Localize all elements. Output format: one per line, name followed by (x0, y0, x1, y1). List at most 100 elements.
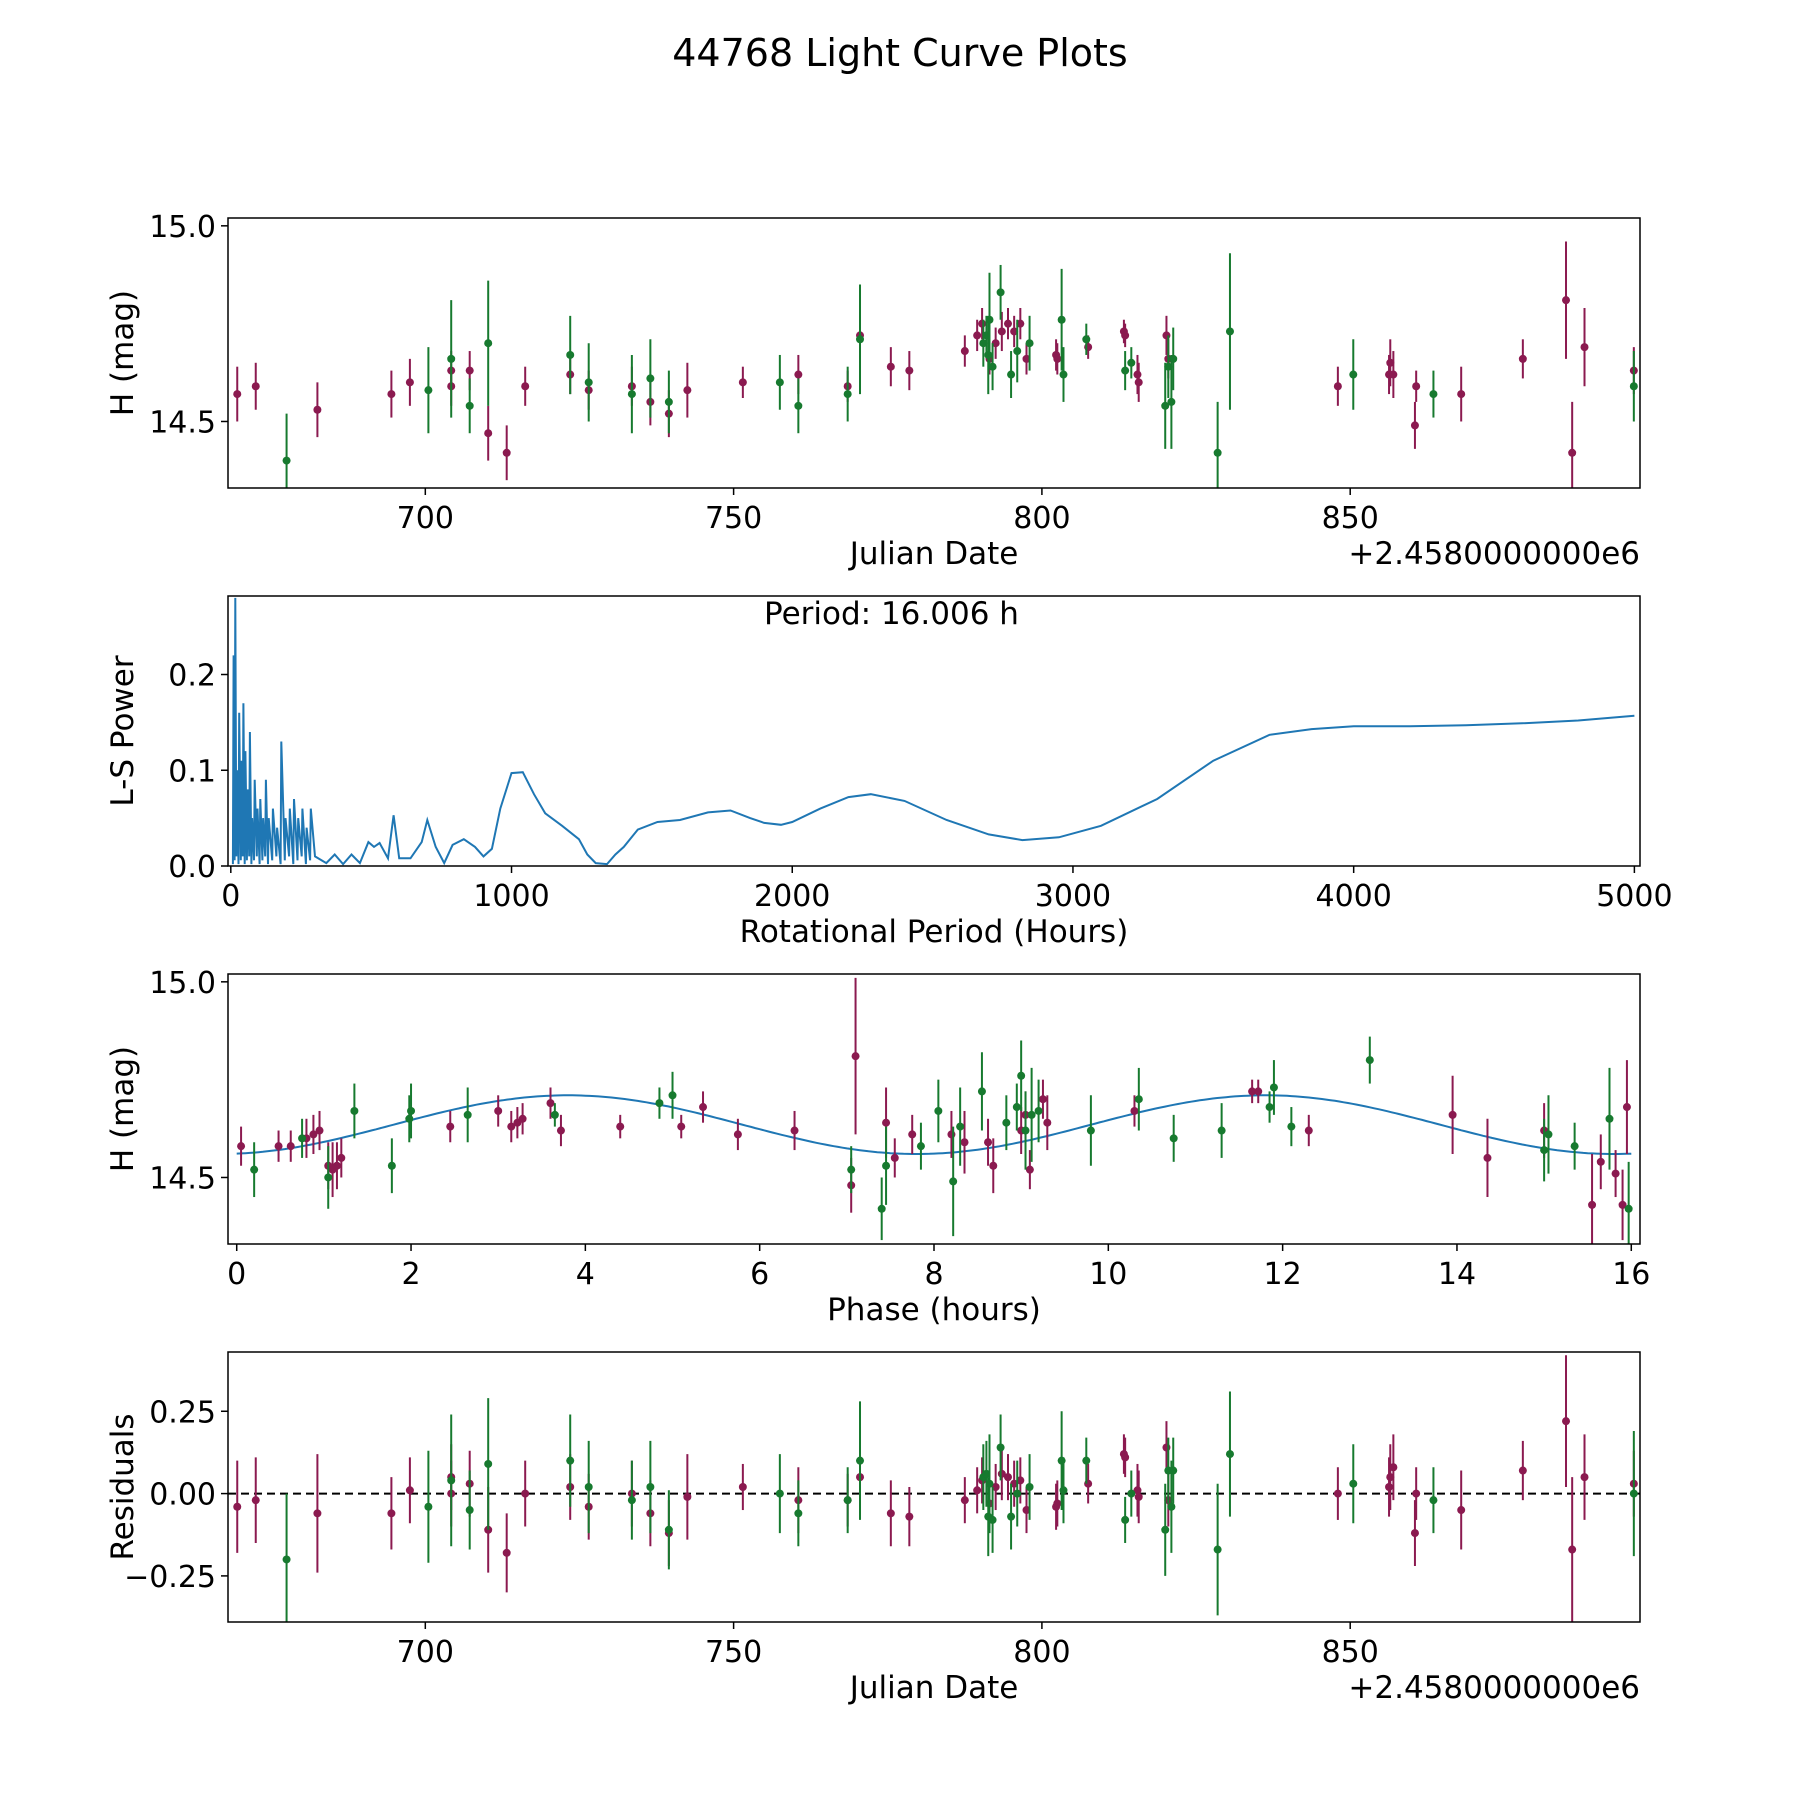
x-tick-label: 800 (1013, 1635, 1070, 1670)
data-point (960, 347, 969, 356)
figure-title: 44768 Light Curve Plots (672, 31, 1127, 75)
data-point (1010, 1479, 1019, 1488)
data-point (556, 1126, 565, 1135)
data-point (1027, 1110, 1036, 1119)
data-point (683, 386, 692, 395)
x-tick-label: 700 (397, 501, 454, 536)
data-point (1248, 1087, 1257, 1096)
data-point (738, 1483, 747, 1491)
data-point (886, 362, 895, 371)
y-tick-label: 0.0 (168, 850, 216, 885)
data-point (960, 1138, 969, 1147)
data-point (1596, 1157, 1605, 1166)
data-point (407, 1106, 416, 1115)
data-point (507, 1122, 516, 1131)
x-offset-text: +2.4580000000e6 (1348, 1670, 1640, 1706)
data-point (1333, 382, 1342, 391)
periodogram-line (231, 597, 1635, 866)
data-point (1412, 1489, 1421, 1498)
x-tick-label: 750 (705, 1635, 762, 1670)
data-point (1169, 1134, 1178, 1143)
data-point (627, 390, 636, 399)
data-point (877, 1204, 886, 1213)
data-point (1580, 1473, 1589, 1482)
data-point (286, 1142, 295, 1151)
data-point (1611, 1169, 1620, 1178)
data-point (1410, 1529, 1419, 1538)
data-point (1043, 1118, 1052, 1127)
model-curve (236, 1094, 1632, 1155)
data-point (1133, 370, 1142, 379)
data-point (1012, 1103, 1021, 1112)
data-point (465, 401, 474, 410)
data-point (484, 1459, 493, 1468)
data-point (1389, 1463, 1398, 1472)
light-curve-axes-frame (227, 217, 1641, 489)
x-tick-label: 700 (397, 1635, 454, 1670)
data-point (1605, 1114, 1614, 1123)
data-point (1629, 1489, 1638, 1498)
data-point (1457, 1506, 1466, 1515)
data-point (387, 1509, 396, 1518)
data-point (1016, 319, 1025, 328)
data-point (1021, 1126, 1030, 1135)
data-point (856, 1456, 865, 1465)
data-point (1265, 1103, 1274, 1112)
x-axis-label: Phase (hours) (827, 1292, 1041, 1328)
data-point (989, 1161, 998, 1170)
data-point (405, 1114, 414, 1123)
data-point (298, 1134, 307, 1143)
data-point (1161, 401, 1170, 410)
x-axis-label: Rotational Period (Hours) (740, 914, 1129, 950)
x-tick-label: 14 (1438, 1257, 1476, 1292)
data-point (683, 1492, 692, 1501)
data-point (973, 1486, 982, 1495)
data-point (908, 1130, 917, 1139)
data-point (699, 1103, 708, 1112)
data-point (905, 1512, 914, 1521)
y-tick-label: 0.25 (149, 1395, 216, 1430)
y-axis-label: Residuals (105, 1413, 141, 1560)
data-point (1429, 1496, 1438, 1505)
data-point (775, 1489, 784, 1498)
data-point (1570, 1142, 1579, 1151)
x-tick-label: 0 (227, 1257, 246, 1292)
periodogram-axes-frame (227, 595, 1641, 867)
data-point (668, 1091, 677, 1100)
residuals-axes-frame (227, 1351, 1641, 1623)
data-point (1429, 390, 1438, 399)
data-point (1002, 1118, 1011, 1127)
y-axis-label: H (mag) (105, 290, 141, 416)
data-point (233, 1502, 242, 1511)
data-point (1213, 1545, 1222, 1554)
data-point (997, 327, 1006, 336)
data-point (1169, 1466, 1178, 1475)
data-point (1410, 421, 1419, 430)
x-tick-label: 3000 (1035, 879, 1111, 914)
data-point (1349, 370, 1358, 379)
x-tick-label: 1000 (473, 879, 549, 914)
x-tick-label: 6 (750, 1257, 769, 1292)
data-point (1213, 448, 1222, 457)
data-point (1038, 1095, 1047, 1104)
data-point (851, 1052, 860, 1061)
data-point (1127, 1489, 1136, 1498)
x-tick-label: 2000 (754, 879, 830, 914)
data-point (1349, 1479, 1358, 1488)
data-point (978, 319, 987, 328)
data-point (332, 1161, 341, 1170)
x-tick-label: 10 (1089, 1257, 1127, 1292)
x-tick-label: 5000 (1596, 879, 1672, 914)
x-tick-label: 750 (705, 501, 762, 536)
data-point (584, 378, 593, 387)
data-point (1483, 1153, 1492, 1162)
data-point (282, 1555, 291, 1564)
y-tick-label: 14.5 (149, 1161, 216, 1196)
data-point (1121, 1453, 1130, 1462)
data-point (991, 1483, 1000, 1491)
data-point (979, 339, 988, 348)
x-axis-label: Julian Date (848, 536, 1019, 572)
data-point (1059, 370, 1068, 379)
data-point (988, 362, 997, 371)
data-point (1544, 1130, 1553, 1139)
